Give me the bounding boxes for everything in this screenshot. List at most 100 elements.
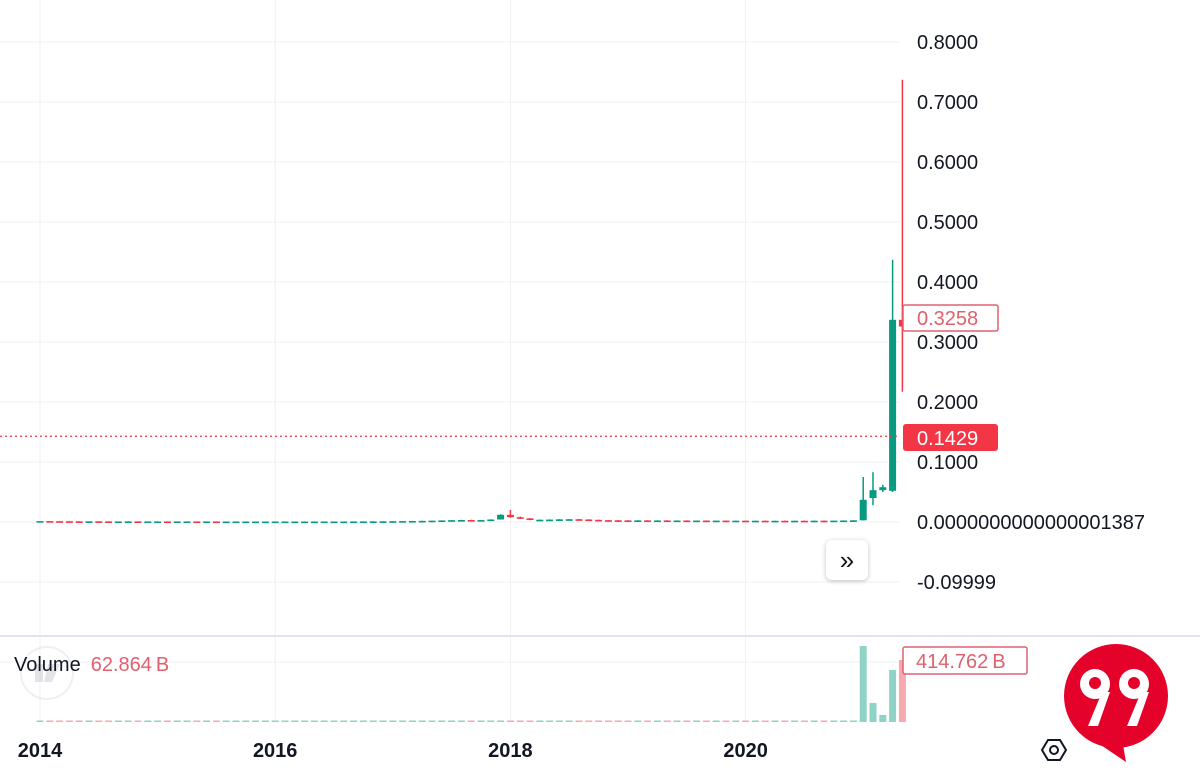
candle bbox=[242, 521, 250, 524]
candle-body bbox=[203, 521, 211, 524]
volume-bar bbox=[154, 720, 162, 722]
volume-bar bbox=[212, 720, 220, 722]
candle-body bbox=[134, 521, 142, 523]
candle-body bbox=[261, 521, 269, 524]
volume-bars bbox=[36, 646, 906, 722]
candle-body bbox=[114, 521, 122, 524]
candle-body bbox=[428, 520, 436, 523]
hover-close-value: 0.3258 bbox=[917, 308, 978, 330]
candle bbox=[134, 521, 142, 523]
candle bbox=[438, 520, 446, 523]
volume-bar bbox=[457, 720, 465, 722]
volume-bar bbox=[732, 720, 740, 722]
candle-body bbox=[330, 521, 338, 524]
candle-body bbox=[85, 521, 93, 523]
candle-body bbox=[614, 520, 622, 522]
candle bbox=[781, 520, 789, 523]
candle bbox=[448, 520, 456, 522]
volume-bar bbox=[399, 720, 407, 722]
x-axis[interactable]: 2014 2016 2018 2020 bbox=[18, 740, 768, 762]
candle bbox=[624, 520, 632, 522]
candles bbox=[36, 79, 906, 524]
candle-body bbox=[604, 520, 612, 522]
hover-close-label: 0.3258 bbox=[902, 304, 999, 332]
candle-body bbox=[291, 521, 299, 524]
candle bbox=[271, 521, 279, 524]
volume-bar bbox=[751, 720, 759, 722]
volume-bar bbox=[761, 720, 769, 722]
candle bbox=[477, 519, 485, 522]
candle-body bbox=[340, 521, 348, 524]
candle bbox=[105, 521, 113, 523]
candle-body bbox=[487, 519, 495, 522]
candle-body bbox=[810, 520, 818, 523]
volume-bar bbox=[536, 720, 544, 722]
candle-body bbox=[840, 520, 848, 523]
candle-body bbox=[144, 521, 152, 524]
volume-bar bbox=[849, 720, 857, 722]
candle bbox=[742, 520, 750, 523]
candle bbox=[212, 521, 220, 524]
candle-body bbox=[800, 520, 808, 523]
candle-body bbox=[75, 521, 83, 523]
candle bbox=[301, 521, 309, 524]
candle-body bbox=[653, 520, 661, 523]
candle bbox=[418, 520, 426, 523]
candle-body bbox=[457, 520, 465, 522]
y-tick-label: 0.7000 bbox=[917, 92, 978, 114]
candle bbox=[555, 519, 563, 521]
volume-last-value: 414.762 B bbox=[916, 651, 1006, 673]
volume-legend[interactable]: Volume 62.864 B bbox=[14, 654, 169, 677]
volume-bar bbox=[114, 720, 122, 722]
volume-bar bbox=[448, 720, 456, 722]
volume-bar bbox=[281, 720, 289, 722]
volume-bar bbox=[644, 720, 652, 722]
candle bbox=[163, 521, 171, 524]
candle bbox=[408, 520, 416, 523]
candle-body bbox=[310, 521, 318, 524]
y-axis[interactable]: 0.8000 0.7000 0.6000 0.5000 0.4000 0.3000 0.20… bbox=[917, 32, 1145, 594]
candle bbox=[252, 521, 260, 524]
candle bbox=[497, 514, 505, 520]
candle-body bbox=[163, 521, 171, 524]
candle-body bbox=[399, 521, 407, 523]
y-tick-label: 0.3000 bbox=[917, 332, 978, 354]
candle bbox=[516, 516, 524, 519]
last-price-value: 0.1429 bbox=[917, 428, 978, 450]
x-tick-label: 2018 bbox=[488, 740, 533, 762]
candle-body bbox=[506, 514, 514, 518]
volume-bar bbox=[477, 720, 485, 722]
candle bbox=[428, 520, 436, 523]
candle bbox=[879, 484, 887, 492]
volume-bar bbox=[408, 720, 416, 722]
candle bbox=[604, 519, 612, 522]
volume-bar bbox=[624, 720, 632, 722]
hexagon-settings-icon[interactable] bbox=[1040, 736, 1068, 764]
candle-body bbox=[281, 521, 289, 524]
candle bbox=[526, 518, 534, 521]
candle-body bbox=[536, 519, 544, 522]
volume-bar bbox=[291, 720, 299, 722]
candle-body bbox=[242, 521, 250, 524]
volume-bar bbox=[85, 720, 93, 722]
volume-bar bbox=[261, 720, 269, 722]
volume-bar bbox=[144, 720, 152, 722]
candle-body bbox=[350, 521, 358, 524]
candle-body bbox=[624, 520, 632, 522]
scroll-to-realtime-button[interactable]: » bbox=[826, 540, 868, 580]
candle bbox=[85, 521, 93, 523]
candle bbox=[399, 521, 407, 523]
candle-body bbox=[889, 319, 897, 491]
volume-bar bbox=[320, 720, 328, 722]
volume-bar bbox=[75, 720, 83, 722]
candle-body bbox=[849, 520, 857, 522]
candle bbox=[830, 520, 838, 523]
candle-body bbox=[869, 490, 877, 498]
volume-bar bbox=[193, 720, 201, 722]
candle-body bbox=[516, 517, 524, 519]
candle bbox=[751, 520, 759, 523]
candle-body bbox=[46, 521, 54, 523]
candle-body bbox=[546, 519, 554, 522]
volume-bar bbox=[585, 720, 593, 722]
